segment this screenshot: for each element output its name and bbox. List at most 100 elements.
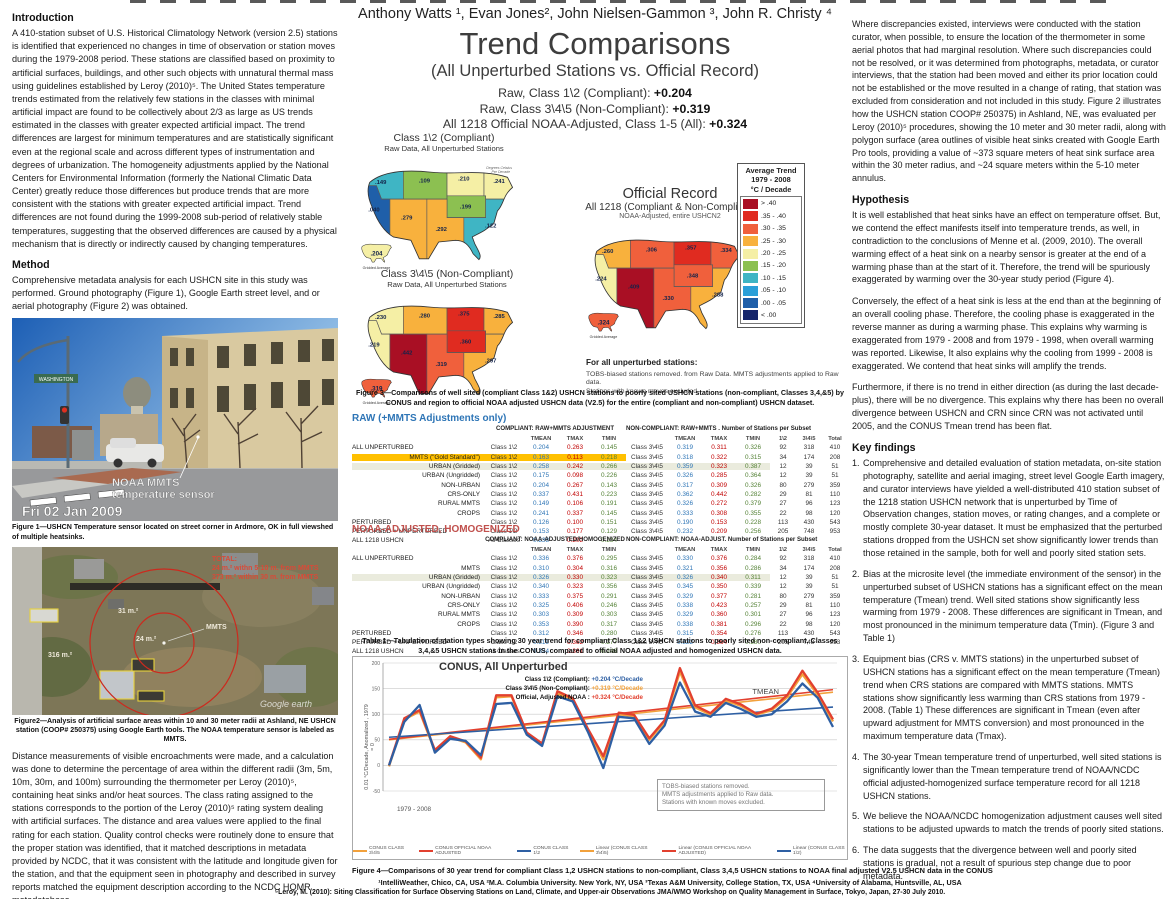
- table-group-headers: COMPLIANT: RAW+MMTS ADJUSTMENT NON-COMPLI…: [495, 425, 812, 432]
- table-row: CRS-ONLY Class 1\2 0.337 0.431 0.223 Class 3\…: [447, 490, 841, 498]
- traffic-light: [61, 407, 68, 414]
- chart-legend-item: CONUS CLASS 3\4\5: [353, 846, 410, 856]
- distance-text: Distance measurements of visible encroac…: [12, 750, 338, 899]
- table-row: RURAL MMTS Class 1\2 0.303 0.309 0.303 Class …: [437, 611, 841, 619]
- gridded-average-label: Gridded Average: [590, 335, 618, 339]
- key-findings-heading: Key findings: [852, 441, 916, 454]
- area31-label: 31 m.²: [118, 608, 139, 615]
- map-region-value-northeast: .334: [720, 248, 732, 254]
- map-region-value-southeast: .297: [485, 359, 496, 365]
- legend-item: > .40: [743, 198, 799, 210]
- chart-legend-item: Linear (CONUS OFFICIAL NOAA ADJUSTED): [662, 846, 768, 856]
- gridded-average-label: Gridded Average: [363, 266, 391, 270]
- table-row: MMTS ("Gold Standard") Class 1\2 0.163 0.11…: [352, 453, 852, 462]
- map-region-value-southwest: .279: [401, 215, 413, 221]
- table-group-headers: COMPLIANT: NOAA-ADJUSTED/HOMOGENIZED NON-…: [485, 536, 818, 543]
- roof-buildings: [74, 552, 334, 693]
- bare-trees: [171, 405, 323, 469]
- table1-caption: Table 1—Tabulation of station types show…: [362, 636, 838, 655]
- table-row: RURAL MMTS Class 1\2 0.149 0.106 0.191 Class …: [437, 500, 841, 508]
- chart-legend-item: Linear (CONUS CLASS 1\2): [777, 846, 847, 856]
- headline-stats: Raw, Class 1\2 (Compliant): +0.204 Raw, C…: [340, 86, 850, 133]
- figure4-caption: Figure 4—Comparisons of 30 year trend fo…: [352, 866, 993, 875]
- chart-trend-line: [388, 688, 834, 741]
- total-label-line1: TOTAL:: [212, 556, 237, 563]
- road-vertical: [12, 546, 42, 715]
- street-sign: [34, 374, 78, 384]
- chart-y-tick: 200: [372, 661, 381, 667]
- legend-item: .35 - .40: [743, 210, 799, 222]
- key-finding-item: 5. We believe the NOAA/NCDC homogenizatio…: [852, 811, 1164, 835]
- headline-stat: Raw, Class 1\2 (Compliant): +0.204: [498, 86, 692, 100]
- hypothesis-text-2: Conversely, the effect of a heat sink is…: [852, 296, 1161, 371]
- table-column-headers: TMEAN TMAX TMIN TMEAN TMAX TMIN 1\2 3\4\5 Total: [530, 546, 842, 553]
- table-row: URBAN (Gridded) Class 1\2 0.258 0.242 0.266 C…: [352, 462, 852, 471]
- map-region-value-west_north_central: .109: [419, 178, 431, 184]
- map-region-value-southwest: .409: [628, 284, 640, 290]
- cropped-title-fragments: [130, 0, 1110, 3]
- map-official-title: Official Record All 1218 (Compliant & No…: [585, 186, 755, 220]
- map-region-value-ohio_valley: .199: [460, 204, 472, 210]
- figure2-caption: Figure2—Analysis of artificial surface a…: [14, 716, 336, 744]
- page-subtitle: (All Unperturbed Stations vs. Official R…: [431, 62, 759, 80]
- map-region-northeast: [483, 306, 513, 335]
- color-scale-legend: Average Trend 1979 - 2008 °C / Decade > .4…: [737, 163, 805, 328]
- map-class345: .230 .219 .280 .442 .375 .360 .319 .285 .297 .319…: [358, 292, 526, 405]
- map-class12: .149 .040 .109 .279 .210 .199 .292 .241 .122 Degr…: [358, 157, 526, 270]
- map-scale-note: Degrees Celsius: [486, 166, 512, 170]
- road: [12, 466, 338, 522]
- dome: [123, 377, 151, 410]
- total-label-line2: 24 m.² withn 5-10 m. from MMTS: [212, 565, 319, 572]
- figure1-street-photo: WASHINGTON NOAA MMTS temperature sensor …: [12, 318, 338, 522]
- table-row: URBAN (Gridded) Class 1\2 0.326 0.330 0.323 C…: [352, 573, 852, 582]
- legend-item: .25 - .30: [743, 235, 799, 247]
- map-region-value-west_north_central: .280: [419, 313, 431, 319]
- map-region-value-west_north_central: .306: [646, 247, 658, 253]
- railroad: [70, 582, 220, 590]
- table-row: ALL 1218 USHCN All Classes 0.324 0.361 0.248: [352, 648, 617, 656]
- chart-header-stats: Class 1\2 (Compliant): +0.204 °C/Decade C…: [393, 676, 643, 703]
- noaa-table: NOAA-ADJUSTED, HOMOGENIZED COMPLIANT: NOA…: [352, 524, 852, 657]
- chart-plot: 200 150 100 50 0 -50: [372, 661, 837, 795]
- map-region-value-west: .219: [368, 343, 380, 349]
- pickup-truck: [106, 444, 164, 463]
- chart-y-tick: 0: [377, 763, 380, 769]
- map-region-value-upper_midwest: .210: [458, 177, 470, 183]
- table-row: CROPS Class 1\2 0.353 0.390 0.317 Class 3\4\5…: [457, 620, 841, 628]
- chart-legend-item: CONUS OFFICIAL NOAA ADJUSTED: [419, 846, 508, 856]
- chart-legend: CONUS CLASS 3\4\5 CONUS OFFICIAL NOAA ADJ…: [353, 846, 847, 856]
- table-column-headers: TMEAN TMAX TMIN TMEAN TMAX TMIN 1\2 3\4\5 Total: [530, 435, 842, 442]
- furthermore-text: Furthermore, if there is no trend in eit…: [852, 382, 1164, 432]
- chart-title: CONUS, All Unperturbed: [439, 661, 568, 673]
- table-row: ALL UNPERTURBED Class 1\2 0.204 0.263 0.145 C…: [352, 444, 841, 452]
- legend-items: > .40.35 - .40.30 - .35.25 - .30.20 - .2…: [740, 195, 802, 324]
- chart-legend-item: CONUS CLASS 1\2: [517, 846, 570, 856]
- chart-y-tick: 50: [374, 738, 380, 744]
- map-region-value-southwest: .442: [401, 350, 413, 356]
- legend-item: .20 - .25: [743, 247, 799, 259]
- legend-item: .10 - .15: [743, 272, 799, 284]
- map-region-value-upper_midwest: .375: [458, 312, 470, 318]
- affiliations-footnote: ¹IntelliWeather, Chico, CA, USA ²M.A. Co…: [378, 878, 962, 887]
- radius-10m-circle: [133, 612, 195, 674]
- gridded-average-label: Gridded Average: [363, 401, 391, 405]
- heat-sink-polygons: [29, 608, 165, 702]
- chart-y-tick: 150: [372, 686, 381, 692]
- chart-corner-label: TMEAN: [752, 687, 779, 696]
- street-sign-text: WASHINGTON: [39, 377, 74, 383]
- chart-legend-item: Linear (CONUS CLASS 3\4\5): [579, 846, 654, 856]
- map-region-value-south: .319: [435, 362, 447, 368]
- key-finding-item: 1. Comprehensive and detailed evaluation …: [852, 457, 1165, 558]
- key-finding-item: 2. Bias at the microsite level (the immed…: [852, 568, 1163, 644]
- table-section-title: RAW (+MMTS Adjustments only): [352, 413, 507, 424]
- map-region-value-southeast: .288: [712, 293, 724, 299]
- figure2-aerial-photo: TOTAL: 24 m.² withn 5-10 m. from MMTS 37…: [12, 546, 338, 715]
- map-region-value-northeast: .241: [493, 179, 505, 185]
- legend-title: Average Trend 1979 - 2008 °C / Decade: [745, 166, 797, 194]
- table-section-title: NOAA-ADJUSTED, HOMOGENIZED: [352, 524, 520, 535]
- map-region-value-northwest: .149: [375, 180, 387, 186]
- hypothesis-text-1: It is well established that heat sinks h…: [852, 210, 1161, 285]
- radius-30m-circle: [89, 568, 239, 715]
- area24-label: 24 m.²: [136, 636, 157, 643]
- legend-item: < .00: [743, 309, 799, 321]
